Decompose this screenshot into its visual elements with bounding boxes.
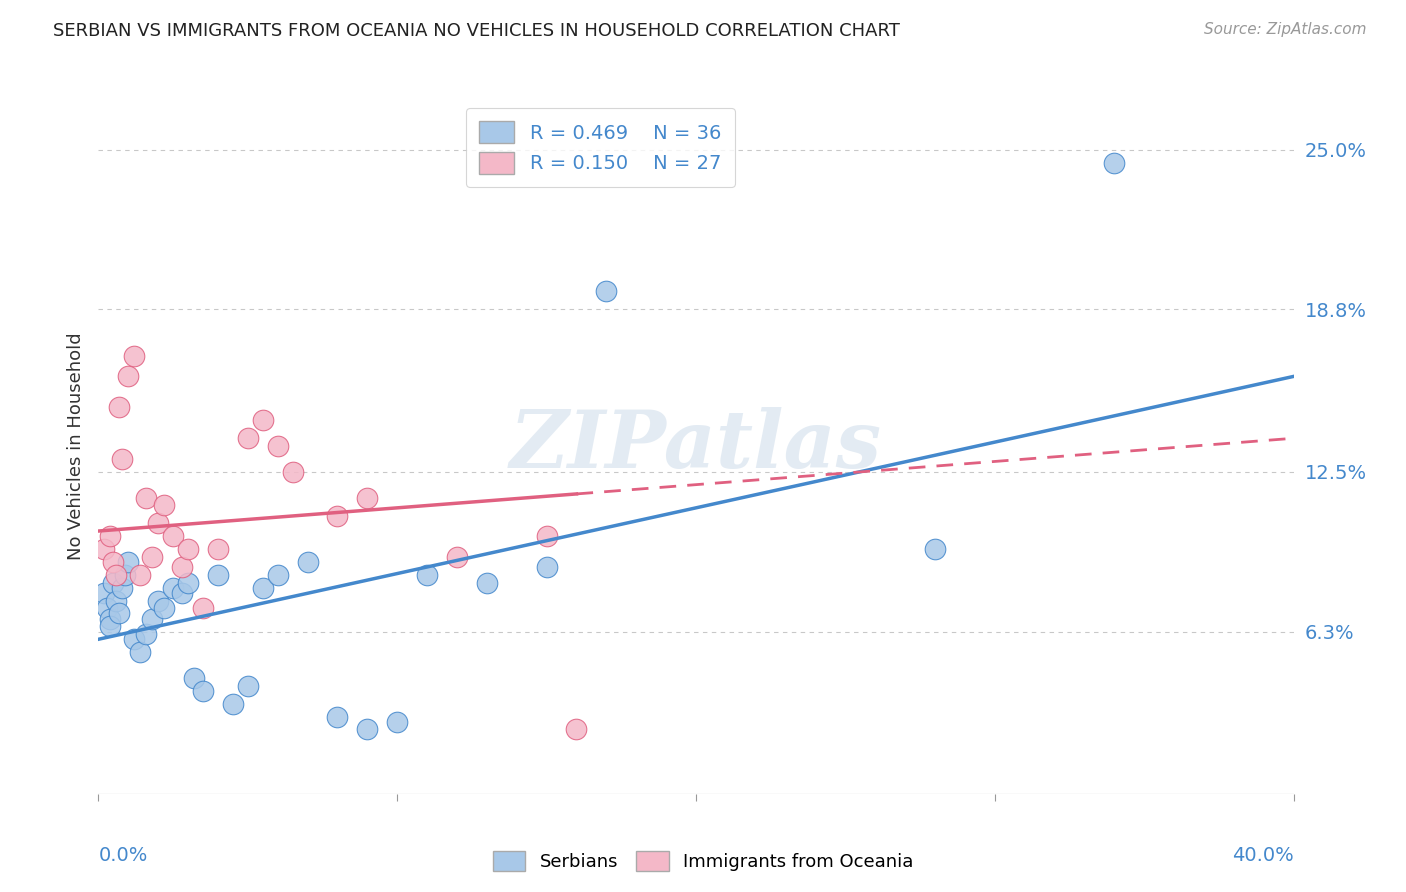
Point: [595, 285, 617, 299]
Point: [96, 601, 118, 615]
Point: [446, 549, 468, 564]
Point: [326, 709, 349, 723]
Point: [191, 601, 214, 615]
Point: [141, 549, 163, 564]
Point: [108, 401, 131, 415]
Point: [207, 542, 229, 557]
Point: [207, 567, 229, 582]
Point: [297, 555, 319, 569]
Point: [124, 349, 146, 363]
Point: [475, 575, 498, 590]
Point: [356, 723, 378, 737]
Point: [236, 679, 259, 693]
Point: [356, 491, 378, 505]
Point: [141, 612, 163, 626]
Point: [93, 542, 115, 557]
Point: [162, 581, 184, 595]
Point: [103, 555, 125, 569]
Text: 40.0%: 40.0%: [1232, 846, 1294, 865]
Point: [172, 586, 194, 600]
Point: [416, 567, 439, 582]
Point: [108, 607, 131, 621]
Point: [222, 697, 245, 711]
Point: [536, 560, 558, 574]
Point: [326, 508, 349, 523]
Point: [153, 498, 176, 512]
Point: [135, 491, 157, 505]
Point: [281, 465, 304, 479]
Text: 0.0%: 0.0%: [98, 846, 148, 865]
Point: [924, 542, 946, 557]
Point: [105, 567, 128, 582]
Point: [117, 369, 139, 384]
Point: [536, 529, 558, 543]
Point: [252, 413, 274, 427]
Point: [172, 560, 194, 574]
Y-axis label: No Vehicles in Household: No Vehicles in Household: [66, 332, 84, 560]
Point: [124, 632, 146, 647]
Point: [117, 555, 139, 569]
Text: SERBIAN VS IMMIGRANTS FROM OCEANIA NO VEHICLES IN HOUSEHOLD CORRELATION CHART: SERBIAN VS IMMIGRANTS FROM OCEANIA NO VE…: [53, 22, 900, 40]
Point: [111, 451, 134, 466]
Point: [98, 619, 122, 633]
Point: [111, 581, 134, 595]
Point: [105, 593, 128, 607]
Point: [148, 593, 170, 607]
Point: [98, 612, 122, 626]
Point: [385, 714, 409, 729]
Legend: R = 0.469    N = 36, R = 0.150    N = 27: R = 0.469 N = 36, R = 0.150 N = 27: [465, 108, 735, 187]
Point: [114, 567, 136, 582]
Point: [162, 529, 184, 543]
Legend: Serbians, Immigrants from Oceania: Serbians, Immigrants from Oceania: [485, 844, 921, 879]
Text: Source: ZipAtlas.com: Source: ZipAtlas.com: [1204, 22, 1367, 37]
Point: [191, 683, 214, 698]
Point: [267, 567, 290, 582]
Point: [98, 529, 122, 543]
Point: [103, 575, 125, 590]
Point: [135, 627, 157, 641]
Point: [129, 567, 152, 582]
Point: [565, 723, 588, 737]
Point: [177, 575, 200, 590]
Point: [153, 601, 176, 615]
Point: [252, 581, 274, 595]
Point: [148, 516, 170, 531]
Point: [236, 431, 259, 445]
Point: [177, 542, 200, 557]
Point: [129, 645, 152, 659]
Point: [93, 586, 115, 600]
Point: [183, 671, 205, 685]
Point: [267, 439, 290, 453]
Text: ZIPatlas: ZIPatlas: [510, 408, 882, 484]
Point: [1104, 155, 1126, 169]
